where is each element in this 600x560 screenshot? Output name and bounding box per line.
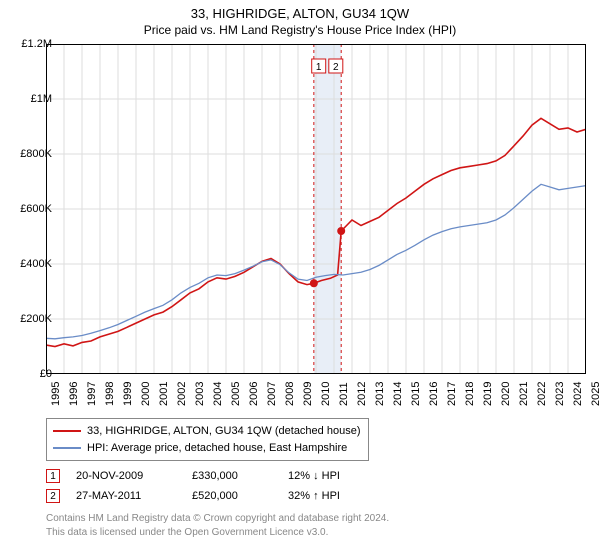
sale-row: 2 27-MAY-2011 £520,000 32% ↑ HPI bbox=[46, 486, 378, 506]
y-tick-label: £0 bbox=[40, 368, 52, 380]
x-tick-label: 2002 bbox=[176, 382, 188, 406]
sale-price: £330,000 bbox=[192, 470, 272, 482]
x-tick-label: 2023 bbox=[554, 382, 566, 406]
x-tick-label: 2006 bbox=[248, 382, 260, 406]
x-tick-label: 2025 bbox=[590, 382, 600, 406]
x-tick-label: 2012 bbox=[356, 382, 368, 406]
legend-swatch bbox=[53, 430, 81, 432]
x-tick-label: 2024 bbox=[572, 382, 584, 406]
legend-item: HPI: Average price, detached house, East… bbox=[53, 440, 360, 457]
chart-area: 12 bbox=[46, 44, 586, 374]
x-tick-label: 2011 bbox=[338, 382, 350, 406]
x-tick-label: 2003 bbox=[194, 382, 206, 406]
y-tick-label: £600K bbox=[20, 203, 52, 215]
footer-attribution: Contains HM Land Registry data © Crown c… bbox=[46, 512, 389, 540]
sale-date: 20-NOV-2009 bbox=[76, 470, 176, 482]
x-tick-label: 1999 bbox=[122, 382, 134, 406]
chart-subtitle: Price paid vs. HM Land Registry's House … bbox=[0, 21, 600, 37]
y-tick-label: £400K bbox=[20, 258, 52, 270]
x-tick-label: 2016 bbox=[428, 382, 440, 406]
chart-container: 33, HIGHRIDGE, ALTON, GU34 1QW Price pai… bbox=[0, 0, 600, 560]
x-tick-label: 1995 bbox=[50, 382, 62, 406]
legend: 33, HIGHRIDGE, ALTON, GU34 1QW (detached… bbox=[46, 418, 369, 461]
sale-row: 1 20-NOV-2009 £330,000 12% ↓ HPI bbox=[46, 466, 378, 486]
x-tick-label: 2010 bbox=[320, 382, 332, 406]
x-tick-label: 2005 bbox=[230, 382, 242, 406]
x-tick-label: 2020 bbox=[500, 382, 512, 406]
x-tick-label: 2022 bbox=[536, 382, 548, 406]
x-tick-label: 2021 bbox=[518, 382, 530, 406]
sale-change: 12% ↓ HPI bbox=[288, 470, 378, 482]
footer-line-1: Contains HM Land Registry data © Crown c… bbox=[46, 512, 389, 526]
x-tick-label: 1998 bbox=[104, 382, 116, 406]
footer-line-2: This data is licensed under the Open Gov… bbox=[46, 526, 389, 540]
x-tick-label: 2000 bbox=[140, 382, 152, 406]
x-tick-label: 2019 bbox=[482, 382, 494, 406]
x-tick-label: 2013 bbox=[374, 382, 386, 406]
x-tick-label: 1997 bbox=[86, 382, 98, 406]
legend-item: 33, HIGHRIDGE, ALTON, GU34 1QW (detached… bbox=[53, 423, 360, 440]
sale-price: £520,000 bbox=[192, 490, 272, 502]
x-tick-label: 2007 bbox=[266, 382, 278, 406]
legend-label: 33, HIGHRIDGE, ALTON, GU34 1QW (detached… bbox=[87, 423, 360, 440]
chart-svg: 12 bbox=[46, 44, 586, 374]
sale-date: 27-MAY-2011 bbox=[76, 490, 176, 502]
y-tick-label: £1M bbox=[31, 93, 52, 105]
sale-marker-box: 2 bbox=[46, 489, 60, 503]
y-tick-label: £1.2M bbox=[21, 38, 52, 50]
svg-text:2: 2 bbox=[333, 62, 339, 73]
x-tick-label: 1996 bbox=[68, 382, 80, 406]
x-tick-label: 2004 bbox=[212, 382, 224, 406]
y-tick-label: £200K bbox=[20, 313, 52, 325]
x-tick-label: 2017 bbox=[446, 382, 458, 406]
x-tick-label: 2014 bbox=[392, 382, 404, 406]
y-tick-label: £800K bbox=[20, 148, 52, 160]
legend-swatch bbox=[53, 447, 81, 449]
svg-text:1: 1 bbox=[316, 62, 322, 73]
chart-title: 33, HIGHRIDGE, ALTON, GU34 1QW bbox=[0, 0, 600, 21]
x-tick-label: 2018 bbox=[464, 382, 476, 406]
x-tick-label: 2001 bbox=[158, 382, 170, 406]
sale-marker-box: 1 bbox=[46, 469, 60, 483]
x-tick-label: 2008 bbox=[284, 382, 296, 406]
x-tick-label: 2009 bbox=[302, 382, 314, 406]
legend-label: HPI: Average price, detached house, East… bbox=[87, 440, 347, 457]
sales-table: 1 20-NOV-2009 £330,000 12% ↓ HPI 2 27-MAY-201… bbox=[46, 466, 378, 506]
x-tick-label: 2015 bbox=[410, 382, 422, 406]
sale-change: 32% ↑ HPI bbox=[288, 490, 378, 502]
